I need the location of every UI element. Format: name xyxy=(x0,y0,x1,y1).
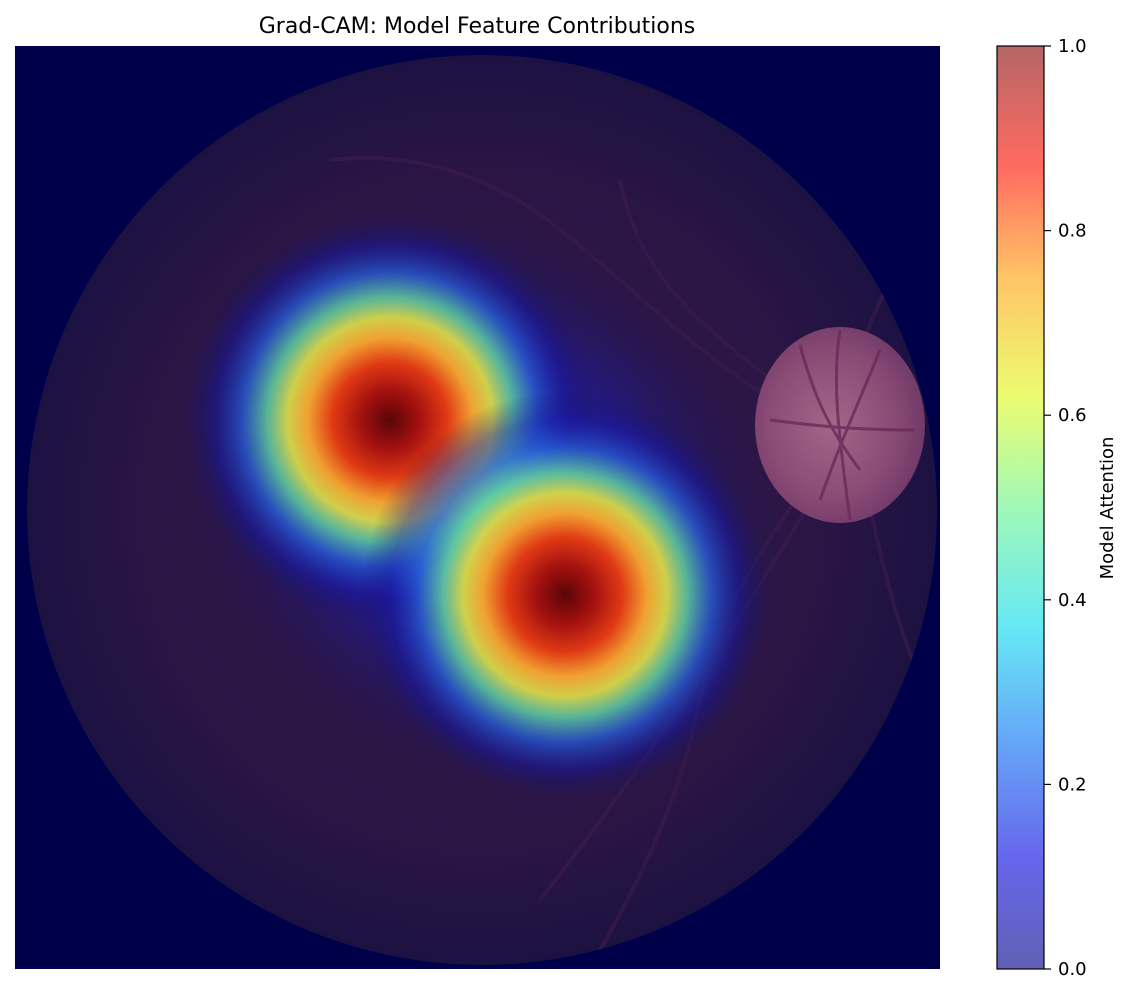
heatmap-image xyxy=(15,46,940,969)
colorbar-tick-label: 1.0 xyxy=(1058,36,1087,57)
chart-title: Grad-CAM: Model Feature Contributions xyxy=(259,14,696,39)
fundus-region xyxy=(27,55,937,965)
colorbar-tick-label: 0.8 xyxy=(1058,221,1087,242)
colorbar: 0.0 0.2 0.4 0.6 0.8 1.0 Model Attention xyxy=(996,36,1118,980)
colorbar-tick-label: 0.4 xyxy=(1058,590,1087,611)
attention-overlay xyxy=(176,209,784,800)
colorbar-tick-label: 0.0 xyxy=(1058,959,1087,980)
hotspot-2 xyxy=(360,390,770,800)
colorbar-ticks: 0.0 0.2 0.4 0.6 0.8 1.0 xyxy=(1044,36,1087,980)
colorbar-label: Model Attention xyxy=(1097,437,1118,580)
colorbar-tick-label: 0.6 xyxy=(1058,405,1087,426)
colorbar-gradient xyxy=(996,45,1045,970)
colorbar-tick-label: 0.2 xyxy=(1058,774,1087,795)
